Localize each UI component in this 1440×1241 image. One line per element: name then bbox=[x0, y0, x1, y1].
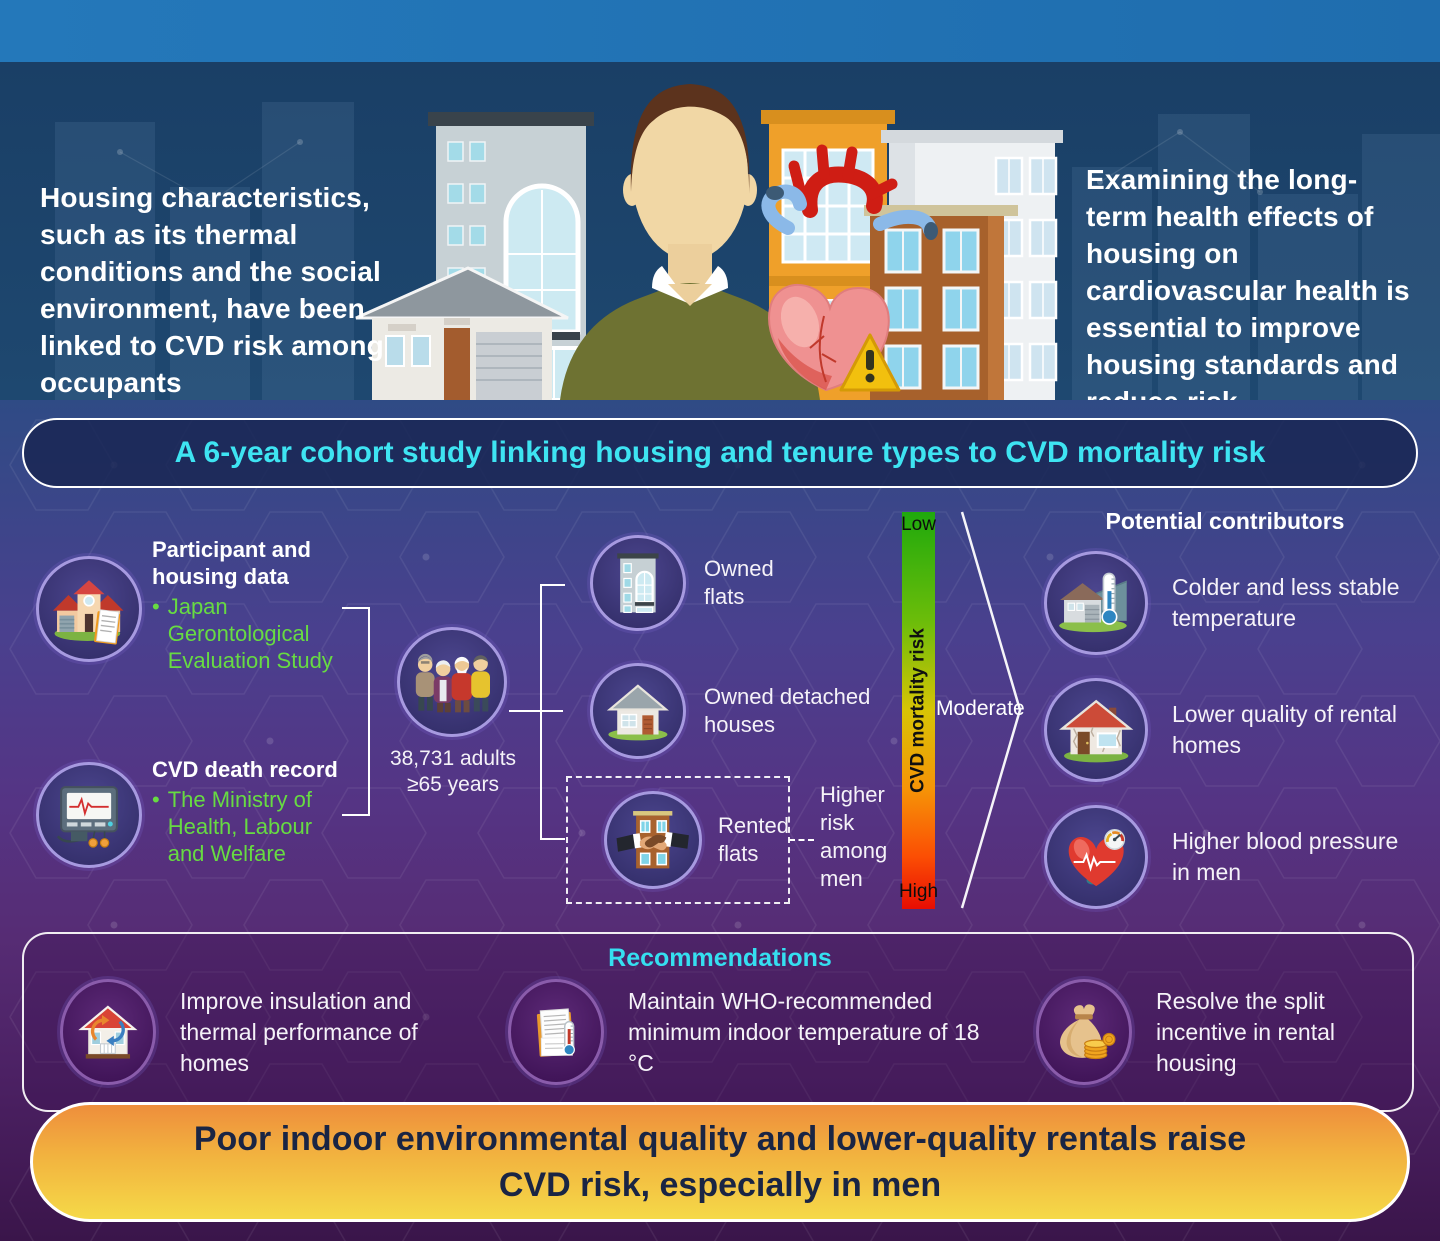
contributor-rental-quality-text: Lower quality of rental homes bbox=[1172, 701, 1398, 758]
headline-left: Housing characteristics, such as its the… bbox=[40, 182, 384, 398]
house-documents-icon bbox=[52, 580, 124, 645]
recommendations-panel bbox=[22, 932, 1414, 1112]
rented-flats-highlight-box: Rented flats bbox=[566, 776, 790, 904]
sources-bracket bbox=[342, 607, 370, 816]
housing-type-owned-detached: Owned detached houses bbox=[590, 663, 950, 759]
top-bar bbox=[0, 0, 1440, 62]
contributor-temperature: Colder and less stable temperature bbox=[1044, 550, 1434, 656]
elderly-group-icon bbox=[416, 654, 491, 713]
cvd-death-record-block: CVD death record • The Ministry of Healt… bbox=[152, 756, 367, 867]
higher-risk-note: Higher risk among men bbox=[820, 782, 888, 891]
participant-data-circle bbox=[36, 556, 142, 662]
conclusion-line-1: Poor indoor environmental quality and lo… bbox=[193, 1120, 1247, 1158]
cvd-death-record-title: CVD death record bbox=[152, 757, 338, 782]
heart-pressure-icon bbox=[1068, 828, 1125, 886]
recommendation-incentive: Resolve the split incentive in rental ho… bbox=[1036, 978, 1416, 1086]
risk-high-label: High bbox=[898, 881, 939, 902]
risk-moderate-label: Moderate bbox=[936, 697, 1025, 720]
risk-axis-label: CVD mortality risk bbox=[907, 628, 929, 793]
conclusion-line-2: CVD risk, especially in men bbox=[498, 1166, 942, 1204]
participant-data-title: Participant and housing data bbox=[152, 537, 311, 589]
cohort-connector-line bbox=[509, 710, 563, 712]
headline-right: Examining the long-term health effects o… bbox=[1086, 164, 1410, 417]
rented-flats-circle bbox=[604, 791, 702, 889]
rented-handshake-icon bbox=[616, 811, 690, 869]
recommendation-temperature-circle bbox=[508, 979, 604, 1085]
contributor-blood-pressure: Higher blood pressure in men bbox=[1044, 804, 1434, 910]
risk-chevron-line bbox=[960, 511, 1022, 909]
white-house bbox=[355, 266, 569, 400]
header-section: Housing characteristics, such as its the… bbox=[0, 62, 1440, 417]
flats-building-icon bbox=[617, 553, 659, 614]
participant-data-block: Participant and housing data • Japan Ger… bbox=[152, 536, 367, 674]
rented-flats-label: Rented flats bbox=[718, 813, 789, 866]
housing-type-owned-flats: Owned flats bbox=[590, 535, 920, 631]
contributor-blood-pressure-circle bbox=[1044, 805, 1148, 909]
cohort-size-label: 38,731 adults ≥65 years bbox=[389, 747, 517, 796]
recommendation-temperature: Maintain WHO-recommended minimum indoor … bbox=[508, 978, 1018, 1086]
document-thermometer-icon bbox=[536, 1008, 576, 1057]
cvd-death-record-circle bbox=[36, 762, 142, 868]
brick-building bbox=[864, 205, 1018, 400]
conclusion-banner: Poor indoor environmental quality and lo… bbox=[30, 1102, 1410, 1222]
recommendation-incentive-text: Resolve the split incentive in rental ho… bbox=[1156, 987, 1335, 1076]
warning-triangle-icon bbox=[839, 333, 901, 392]
insulated-house-icon bbox=[78, 1005, 138, 1059]
title-banner: A 6-year cohort study linking housing an… bbox=[22, 418, 1418, 488]
owned-detached-circle bbox=[590, 663, 686, 759]
contributor-temperature-text: Colder and less stable temperature bbox=[1172, 574, 1400, 631]
cvd-death-record-detail: • The Ministry of Health, Labour and Wel… bbox=[152, 787, 313, 866]
recommendation-insulation: Improve insulation and thermal performan… bbox=[60, 978, 490, 1086]
housing-bracket bbox=[540, 584, 565, 840]
contributor-temperature-circle bbox=[1044, 551, 1148, 655]
cvd-risk-gradient-bar bbox=[902, 512, 935, 909]
owned-flats-label: Owned flats bbox=[704, 556, 774, 609]
detached-house-icon bbox=[606, 684, 670, 741]
recommendation-temperature-text: Maintain WHO-recommended minimum indoor … bbox=[628, 987, 980, 1076]
owned-flats-circle bbox=[590, 535, 686, 631]
contributor-rental-quality-circle bbox=[1044, 678, 1148, 782]
cohort-circle bbox=[397, 627, 507, 737]
house-thermometer-icon bbox=[1059, 572, 1127, 632]
cracked-house-icon bbox=[1058, 699, 1134, 763]
participant-data-detail: • Japan Gerontological Evaluation Study bbox=[152, 594, 333, 673]
ecg-monitor-icon bbox=[56, 786, 118, 848]
contributor-rental-quality: Lower quality of rental homes bbox=[1044, 677, 1434, 783]
recommendation-insulation-circle bbox=[60, 979, 156, 1085]
recommendations-title: Recommendations bbox=[608, 944, 832, 972]
title-banner-text: A 6-year cohort study linking housing an… bbox=[174, 436, 1266, 469]
contributors-title: Potential contributors bbox=[1105, 508, 1345, 534]
person-figure bbox=[560, 84, 820, 400]
recommendation-incentive-circle bbox=[1036, 979, 1132, 1085]
contributor-blood-pressure-text: Higher blood pressure in men bbox=[1172, 828, 1399, 885]
risk-low-label: Low bbox=[901, 514, 936, 535]
recommendation-insulation-text: Improve insulation and thermal performan… bbox=[180, 987, 418, 1076]
city-hero-illustration bbox=[55, 84, 1440, 402]
money-bag-icon bbox=[1060, 1004, 1116, 1060]
owned-detached-label: Owned detached houses bbox=[704, 684, 871, 737]
rented-flats-connector bbox=[789, 839, 814, 841]
